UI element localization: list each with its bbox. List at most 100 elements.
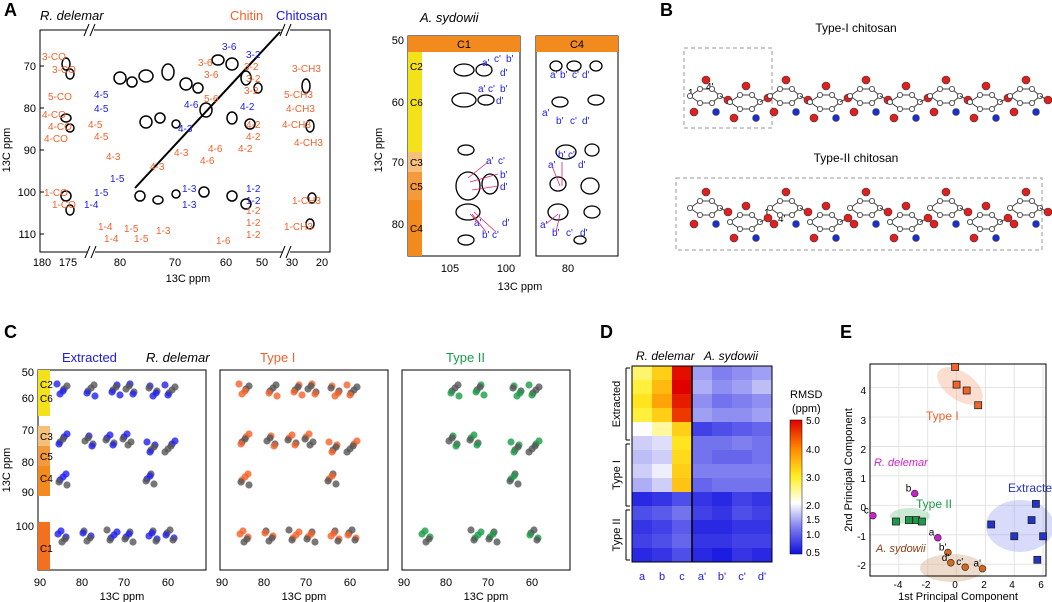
spectrum-dot: [125, 382, 133, 390]
panel-b-type1-chain: [686, 75, 1052, 123]
spectrum-dot: [103, 526, 111, 534]
ring: [889, 94, 921, 110]
spectrum-dot: [509, 384, 517, 392]
pca-point: [1027, 516, 1036, 524]
atom-oxygen: [729, 233, 739, 243]
atom-oxygen: [689, 107, 699, 117]
e-yt-3: 3: [860, 416, 866, 427]
atom-carbon: [846, 93, 853, 100]
atom-nitrogen: [712, 220, 720, 228]
atom-oxygen: [701, 187, 711, 197]
heat-cell: [732, 506, 752, 521]
lbl-46-b: 4-6: [200, 156, 215, 167]
atom-carbon: [908, 211, 915, 218]
atom-carbon: [737, 225, 744, 232]
spectrum-dot: [121, 535, 129, 543]
lbl-15-b: 1-5: [134, 234, 149, 245]
heat-cell: [712, 394, 732, 409]
panel-c-strip-c2c6: [38, 370, 50, 416]
e-xt-m2: -2: [922, 580, 931, 591]
heat-cell: [712, 366, 732, 381]
spectrum-dot: [466, 436, 474, 444]
atom-oxygen: [803, 207, 813, 217]
atom-oxygen: [901, 81, 911, 91]
atom-nitrogen: [752, 234, 760, 242]
atom-carbon: [749, 106, 756, 113]
atom-carbon: [828, 211, 835, 218]
atom-carbon: [1028, 197, 1035, 204]
atom-carbon: [727, 218, 734, 225]
atom-carbon: [868, 197, 875, 204]
panel-c-legend-type1: Type I: [260, 350, 295, 365]
pk-b8: b': [552, 228, 560, 239]
spectrum-dot: [324, 477, 332, 485]
panel-b-box2: [675, 177, 1043, 251]
heat-cell: [632, 394, 652, 409]
panel-a-strip-c3: [408, 152, 422, 172]
panel-c-simulated-spectra: Extracted R. delemar Type I Type II C2 C…: [1, 350, 571, 602]
heat-cell: [732, 478, 752, 493]
spectrum-dot: [506, 477, 514, 485]
atom-carbon: [737, 92, 744, 99]
pk-b1: b': [506, 54, 514, 65]
pca-point: [1033, 555, 1042, 564]
heat-cell: [752, 408, 772, 423]
heat-cell: [672, 478, 692, 493]
heat-cell: [652, 408, 672, 423]
heat-cell: [692, 422, 712, 437]
atom-carbon: [767, 93, 774, 100]
panel-a-chitin-labels: 3-CO 3-CO 5-CO 4-CO 4-CO 4-CO 1-CO 1-CO …: [42, 52, 323, 247]
atom-carbon: [777, 211, 784, 218]
lbl-16: 1-6: [216, 236, 231, 247]
panel-e-xticks: -4 -2 0 2 4 6: [894, 580, 1045, 591]
spectrum-dot: [143, 438, 151, 446]
spectrum-dot: [344, 531, 352, 539]
spectrum-dot: [493, 538, 501, 546]
c-ytick-80: 80: [22, 457, 34, 469]
lbl-32-b: 3-2: [246, 74, 261, 85]
panel-a-left-yticks: 70 80 90 100 110: [18, 61, 44, 241]
spectrum-dot: [421, 527, 429, 535]
spectrum-dot: [328, 448, 336, 456]
atom-carbon: [976, 106, 983, 113]
atom-oxygen: [969, 113, 979, 123]
spectrum-dot: [129, 390, 137, 398]
atom-oxygen: [741, 81, 751, 91]
spectrum-dot: [169, 536, 177, 544]
atom-nitrogen: [912, 114, 920, 122]
lbl-1co-b: 1-CO: [52, 200, 76, 211]
spectrum-dot: [535, 437, 543, 445]
heat-cell: [712, 492, 732, 507]
d-xt-c1: c': [738, 571, 746, 583]
pca-point: [947, 559, 955, 567]
lbl-43-b: 4-3: [174, 148, 189, 159]
panel-c-xlabel-1: 13C ppm: [100, 591, 145, 602]
panel-b-title2: Type-II chitosan: [814, 151, 899, 165]
pk-d1: d': [500, 68, 508, 79]
atom-carbon: [948, 197, 955, 204]
pca-point-label: b: [906, 484, 912, 495]
spectrum-dot: [148, 529, 156, 537]
spectrum-dot: [162, 531, 170, 539]
pk-a6: a': [542, 108, 550, 119]
c3-xt-70: 70: [482, 577, 494, 589]
panel-a-left-xlabel: 13C ppm: [166, 273, 211, 285]
atom-carbon: [936, 197, 943, 204]
spectrum-dot: [63, 382, 71, 390]
blbl-12-b: 1-2: [246, 196, 261, 207]
e-xt-4: 4: [1009, 580, 1015, 591]
heat-cell: [752, 492, 772, 507]
atom-nitrogen: [792, 220, 800, 228]
spectrum-dot: [55, 440, 63, 448]
atom-oxygen: [1021, 187, 1031, 197]
heat-cell: [732, 492, 752, 507]
panel-c-xlabel-3: 13C ppm: [464, 591, 509, 602]
spectrum-dot: [106, 536, 114, 544]
lbl-42-b: 4-2: [246, 132, 261, 143]
xtick-60: 60: [220, 257, 232, 269]
spectrum-dot: [470, 536, 478, 544]
panel-e-pca: b c a b'd' c' a' -4 -2 0 2 4 6 4 3 2 1 0 -1 -…: [843, 363, 1052, 602]
heat-cell: [652, 548, 672, 563]
heat-cell: [692, 380, 712, 395]
pk-a4: a': [474, 218, 482, 229]
